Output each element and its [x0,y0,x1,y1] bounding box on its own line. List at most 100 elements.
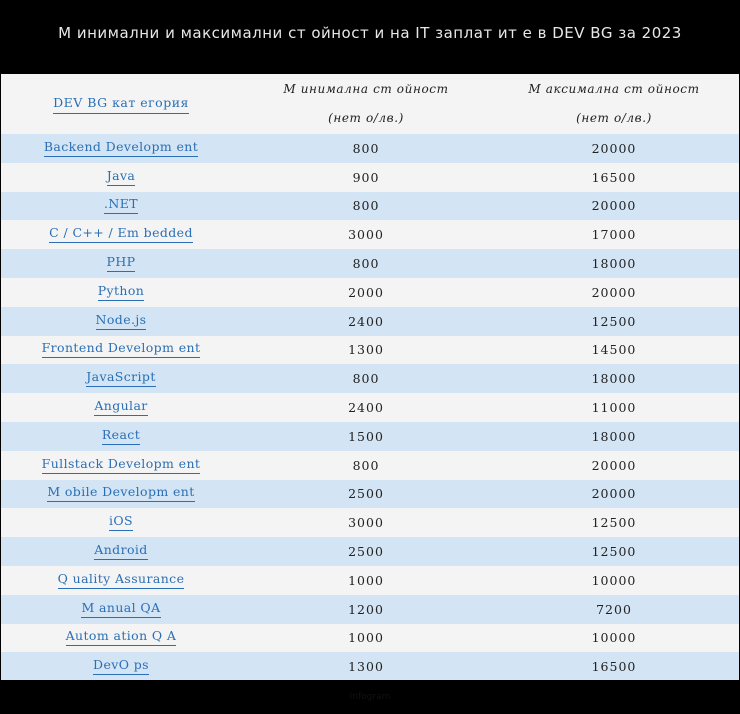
category-link[interactable]: Autom ation Q A [65,629,177,647]
header-max: М аксимална ст ойност (нет о/лв.) [489,74,739,134]
header-min-line1: М инимална ст ойност [283,82,449,96]
category-link[interactable]: C / C++ / Em bedded [49,226,193,244]
header-category-label[interactable]: DEV BG кат егория [53,95,189,114]
category-link[interactable]: Java [106,168,136,186]
category-link[interactable]: iOS [108,514,133,532]
max-value-cell: 10000 [591,630,637,646]
category-link[interactable]: PHP [106,255,136,273]
max-value-cell: 12500 [591,313,637,329]
min-value-cell: 1300 [348,342,384,358]
min-value-cell: 3000 [348,515,384,531]
table-row: C / C++ / Em bedded 3000 17000 [1,220,739,250]
category-cell: Autom ation Q A [1,624,241,653]
min-value-cell: 800 [352,457,380,473]
min-value-cell: 1000 [348,630,384,646]
max-value-cell: 16500 [591,659,637,675]
category-link[interactable]: .NET [104,197,138,215]
category-link[interactable]: JavaScript [86,370,156,388]
min-value-cell: 900 [352,169,380,185]
category-cell: Angular [1,393,241,422]
category-link[interactable]: Android [94,543,148,561]
max-value-cell: 10000 [591,572,637,588]
salary-table: DEV BG кат егория М инимална ст ойност (… [1,74,739,682]
table-row: Fullstack Developm ent 800 20000 [1,450,739,480]
min-value-cell: 3000 [348,227,384,243]
category-cell: React [1,422,241,451]
category-cell: PHP [1,249,241,278]
min-value-cell: 2500 [348,544,384,560]
min-value-cell: 1300 [348,659,384,675]
min-value-cell: 800 [352,371,380,387]
title-text: М инимални и максимални ст ойност и на I… [58,23,682,42]
max-value-cell: 12500 [591,544,637,560]
category-cell: DevO ps [1,652,241,681]
header-min-line2: (нет о/лв.) [328,111,404,125]
table-row: M anual QA 1200 7200 [1,594,739,624]
table-row: Node.js 2400 12500 [1,306,739,336]
table-body: Backend Developm ent 800 20000 Java 900 16500… [1,134,739,682]
category-cell: C / C++ / Em bedded [1,220,241,249]
max-value-cell: 18000 [591,371,637,387]
min-value-cell: 1000 [348,572,384,588]
header-min: М инимална ст ойност (нет о/лв.) [241,74,491,134]
category-link[interactable]: Fullstack Developm ent [41,456,201,474]
table-header: DEV BG кат егория М инимална ст ойност (… [1,74,739,134]
category-cell: Python [1,278,241,307]
table-row: iOS 3000 12500 [1,508,739,538]
category-link[interactable]: Angular [94,399,148,417]
category-cell: Android [1,537,241,566]
category-cell: JavaScript [1,364,241,393]
min-value-cell: 1200 [348,601,384,617]
min-value-cell: 2400 [348,313,384,329]
category-link[interactable]: Node.js [95,312,147,330]
table-row: Q uality Assurance 1000 10000 [1,565,739,595]
table-row: PHP 800 18000 [1,249,739,278]
max-value-cell: 20000 [591,198,637,214]
category-cell: Node.js [1,307,241,336]
min-value-cell: 2500 [348,486,384,502]
category-cell: Q uality Assurance [1,566,241,595]
max-value-cell: 7200 [596,601,632,617]
table-row: Angular 2400 11000 [1,393,739,422]
max-value-cell: 20000 [591,457,637,473]
table-row: Autom ation Q A 1000 10000 [1,623,739,653]
min-value-cell: 1500 [348,428,384,444]
min-value-cell: 800 [352,198,380,214]
category-link[interactable]: M obile Developm ent [47,485,195,503]
category-cell: Java [1,163,241,192]
category-link[interactable]: Backend Developm ent [43,139,199,157]
category-cell: Frontend Developm ent [1,336,241,365]
category-cell: M obile Developm ent [1,480,241,509]
max-value-cell: 17000 [591,227,637,243]
min-value-cell: 2000 [348,284,384,300]
min-value-cell: 2400 [348,400,384,416]
table-row: JavaScript 800 18000 [1,364,739,394]
max-value-cell: 20000 [591,284,637,300]
category-cell: Backend Developm ent [1,134,241,163]
category-link[interactable]: M anual QA [81,600,161,618]
category-link[interactable]: React [101,427,141,445]
table-row: Python 2000 20000 [1,277,739,307]
table-row: Android 2500 12500 [1,537,739,566]
category-cell: iOS [1,508,241,537]
watermark: Infogram [349,691,391,702]
min-value-cell: 800 [352,140,380,156]
max-value-cell: 20000 [591,486,637,502]
table-row: Frontend Developm ent 1300 14500 [1,335,739,365]
category-cell: .NET [1,192,241,221]
category-link[interactable]: Python [97,283,145,301]
category-link[interactable]: DevO ps [93,658,149,676]
category-link[interactable]: Frontend Developm ent [41,341,201,359]
min-value-cell: 800 [352,256,380,272]
max-value-cell: 14500 [591,342,637,358]
footer-bar: Infogram [1,680,739,713]
max-value-cell: 18000 [591,256,637,272]
max-value-cell: 12500 [591,515,637,531]
category-link[interactable]: Q uality Assurance [57,571,185,589]
category-cell: Fullstack Developm ent [1,451,241,480]
table-row: Java 900 16500 [1,162,739,192]
header-max-line2: (нет о/лв.) [576,111,652,125]
category-cell: M anual QA [1,595,241,624]
max-value-cell: 20000 [591,140,637,156]
table-row: React 1500 18000 [1,421,739,451]
